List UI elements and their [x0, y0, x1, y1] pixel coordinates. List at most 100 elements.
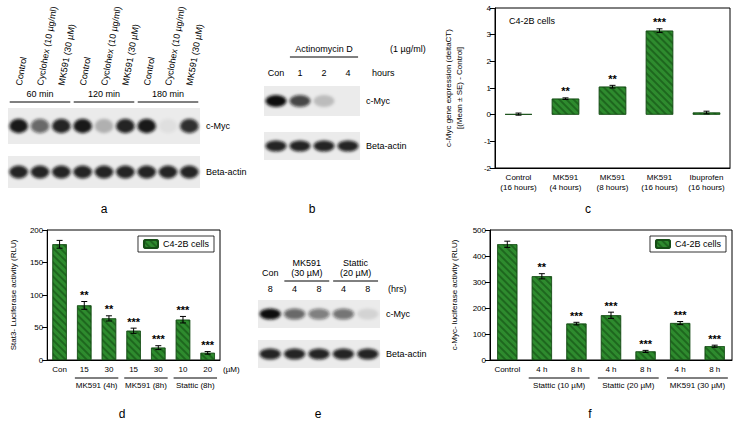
svg-text:300: 300 [473, 278, 487, 287]
svg-text:180 min: 180 min [152, 89, 184, 99]
svg-text:4 h: 4 h [675, 365, 686, 374]
svg-text:0: 0 [39, 356, 44, 365]
svg-text:Con: Con [268, 68, 285, 78]
svg-text:Ibuprofen: Ibuprofen [690, 173, 724, 182]
svg-text:c-Myc: c-Myc [206, 121, 230, 131]
svg-text:(16 hours): (16 hours) [500, 183, 537, 192]
svg-text:30: 30 [104, 365, 113, 374]
svg-text:***: *** [674, 309, 688, 321]
svg-text:***: *** [639, 338, 653, 350]
svg-text:(16 hours): (16 hours) [688, 183, 725, 192]
svg-text:150: 150 [30, 258, 44, 267]
svg-text:Control: Control [506, 173, 532, 182]
svg-text:(16 hours): (16 hours) [641, 183, 678, 192]
svg-text:f: f [588, 407, 592, 421]
svg-text:8: 8 [268, 284, 273, 294]
svg-text:Actinomycin D: Actinomycin D [295, 44, 353, 54]
svg-text:400: 400 [473, 252, 487, 261]
svg-text:100: 100 [473, 330, 487, 339]
svg-text:**: ** [105, 303, 114, 315]
svg-text:(20 µM): (20 µM) [340, 268, 371, 278]
svg-text:50: 50 [34, 323, 43, 332]
svg-text:***: *** [708, 333, 722, 345]
svg-text:MK591 (30 µM): MK591 (30 µM) [56, 23, 77, 86]
svg-text:1: 1 [297, 68, 302, 78]
svg-text:200: 200 [473, 304, 487, 313]
svg-text:4: 4 [292, 284, 297, 294]
svg-text:4: 4 [487, 4, 492, 13]
svg-text:hours: hours [372, 68, 395, 78]
svg-text:Stattic (10 µM): Stattic (10 µM) [533, 381, 586, 390]
svg-text:3: 3 [487, 30, 492, 39]
svg-text:Stattic (8h): Stattic (8h) [176, 381, 215, 390]
svg-text:b: b [309, 202, 316, 216]
svg-text:Beta-actin: Beta-actin [366, 141, 407, 151]
svg-text:C4-2B cells: C4-2B cells [509, 16, 556, 26]
svg-text:Control: Control [142, 56, 157, 86]
svg-text:***: *** [570, 310, 584, 322]
svg-text:***: *** [605, 300, 619, 312]
svg-text:Beta-actin: Beta-actin [386, 349, 427, 359]
svg-text:1: 1 [487, 84, 492, 93]
svg-text:Cyclohex (10 µg/ml): Cyclohex (10 µg/ml) [163, 6, 187, 87]
svg-text:a: a [101, 202, 108, 216]
svg-text:(1 µg/ml): (1 µg/ml) [390, 44, 426, 54]
svg-text:Con: Con [52, 365, 67, 374]
svg-text:MK591 (30 µM): MK591 (30 µM) [670, 381, 726, 390]
svg-text:c-Myc: c-Myc [366, 96, 390, 106]
svg-text:500: 500 [473, 226, 487, 235]
svg-text:15: 15 [129, 365, 138, 374]
svg-text:4: 4 [341, 284, 346, 294]
svg-text:Cyclohex (10 µg/ml): Cyclohex (10 µg/ml) [35, 6, 59, 87]
svg-text:(8 hours): (8 hours) [596, 183, 628, 192]
svg-text:8: 8 [316, 284, 321, 294]
svg-text:0: 0 [487, 110, 492, 119]
svg-text:**: ** [538, 261, 547, 273]
svg-text:**: ** [608, 73, 617, 85]
svg-text:100: 100 [30, 291, 44, 300]
svg-text:d: d [119, 407, 126, 421]
svg-text:MK591 (30 µM): MK591 (30 µM) [120, 23, 141, 86]
svg-text:120 min: 120 min [88, 89, 120, 99]
svg-text:MK591 (4h): MK591 (4h) [76, 381, 118, 390]
svg-text:[(Mean ± SE) - Control]: [(Mean ± SE) - Control] [455, 47, 464, 129]
svg-text:8 h: 8 h [571, 365, 582, 374]
svg-text:MK591 (8h): MK591 (8h) [125, 381, 167, 390]
svg-text:60 min: 60 min [26, 89, 53, 99]
svg-text:MK591 (30 µM): MK591 (30 µM) [184, 23, 205, 86]
svg-text:-1: -1 [484, 137, 492, 146]
svg-text:***: *** [653, 16, 667, 28]
svg-text:20: 20 [203, 365, 212, 374]
svg-text:Stattic (20 µM): Stattic (20 µM) [602, 381, 655, 390]
svg-text:MK591: MK591 [553, 173, 579, 182]
svg-text:Beta-actin: Beta-actin [206, 167, 247, 177]
svg-text:***: *** [127, 316, 141, 328]
svg-text:c-Myc gene expression (deltaCT: c-Myc gene expression (deltaCT) [444, 29, 453, 147]
svg-text:Control: Control [78, 56, 93, 86]
svg-text:2: 2 [487, 57, 492, 66]
svg-text:0: 0 [482, 356, 487, 365]
svg-text:***: *** [152, 333, 166, 345]
svg-text:**: ** [561, 85, 570, 97]
svg-text:200: 200 [30, 226, 44, 235]
svg-text:(hrs): (hrs) [388, 284, 407, 294]
svg-text:MK591: MK591 [600, 173, 626, 182]
svg-text:e: e [315, 407, 322, 421]
svg-text:4: 4 [345, 68, 350, 78]
svg-text:c-Myc: c-Myc [386, 309, 410, 319]
svg-text:***: *** [201, 339, 215, 351]
svg-text:**: ** [80, 289, 89, 301]
svg-text:Control: Control [494, 365, 520, 374]
svg-text:C4-2B cells: C4-2B cells [163, 239, 210, 249]
svg-text:8 h: 8 h [709, 365, 720, 374]
svg-text:8: 8 [365, 284, 370, 294]
svg-text:(µM): (µM) [223, 365, 240, 374]
svg-text:Stattic: Stattic [343, 258, 369, 268]
svg-text:C4-2B cells: C4-2B cells [675, 239, 722, 249]
svg-text:MK591: MK591 [647, 173, 673, 182]
svg-text:-2: -2 [484, 164, 492, 173]
svg-text:30: 30 [154, 365, 163, 374]
svg-text:Cyclohex (10 µg/ml): Cyclohex (10 µg/ml) [99, 6, 123, 87]
svg-text:8 h: 8 h [640, 365, 651, 374]
svg-text:c-Myc- luciferase activity (RL: c-Myc- luciferase activity (RLU) [450, 239, 459, 350]
